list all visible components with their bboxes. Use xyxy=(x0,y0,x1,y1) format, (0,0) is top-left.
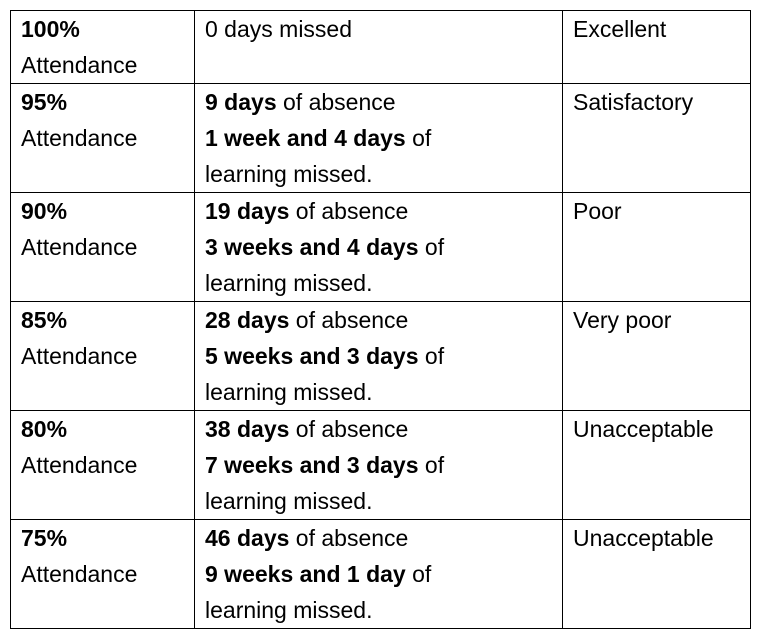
absence-cell: 19 days of absence 3 weeks and 4 days of… xyxy=(194,192,563,302)
table-row: 95% Attendance 9 days of absence 1 week … xyxy=(10,83,751,193)
rating-cell: Very poor xyxy=(562,301,751,411)
absence-cell: 0 days missed xyxy=(194,10,563,84)
days-absence-line: 46 days of absence xyxy=(205,520,554,556)
attendance-label: Attendance xyxy=(21,125,138,151)
weeks-missed-count: 9 weeks and 1 day xyxy=(205,561,406,587)
days-absence-line: 19 days of absence xyxy=(205,193,554,229)
days-absence-count: 38 days xyxy=(205,416,290,442)
weeks-missed-suffix: of xyxy=(418,343,445,369)
rating-text: Satisfactory xyxy=(573,89,694,115)
rating-cell: Poor xyxy=(562,192,751,302)
attendance-table: 100% Attendance 0 days missed Excellent … xyxy=(10,10,751,629)
attendance-label: Attendance xyxy=(21,234,138,260)
rating-text: Unacceptable xyxy=(573,416,714,442)
attendance-cell: 90% Attendance xyxy=(10,192,195,302)
weeks-missed-count: 1 week and 4 days xyxy=(205,125,406,151)
rating-cell: Excellent xyxy=(562,10,751,84)
rating-cell: Satisfactory xyxy=(562,83,751,193)
attendance-label: Attendance xyxy=(21,343,138,369)
days-absence-count: 28 days xyxy=(205,307,290,333)
weeks-missed-line: 7 weeks and 3 days of xyxy=(205,447,554,483)
attendance-cell: 85% Attendance xyxy=(10,301,195,411)
table-row: 75% Attendance 46 days of absence 9 week… xyxy=(10,519,751,629)
rating-text: Excellent xyxy=(573,16,667,42)
weeks-missed-suffix: of xyxy=(418,234,445,260)
learning-missed-text: learning missed. xyxy=(205,161,373,187)
days-absence-count: 19 days xyxy=(205,198,290,224)
weeks-missed-count: 7 weeks and 3 days xyxy=(205,452,419,478)
attendance-cell: 75% Attendance xyxy=(10,519,195,629)
attendance-label: Attendance xyxy=(21,452,138,478)
rating-text: Poor xyxy=(573,198,622,224)
days-absence-suffix: of absence xyxy=(289,307,409,333)
days-absence-suffix: of absence xyxy=(289,525,409,551)
learning-missed-text: learning missed. xyxy=(205,597,373,623)
attendance-percent: 90% xyxy=(21,198,68,224)
days-absence-line: 38 days of absence xyxy=(205,411,554,447)
attendance-percent: 100% xyxy=(21,16,80,42)
attendance-label: Attendance xyxy=(21,52,138,78)
weeks-missed-line: 1 week and 4 days of xyxy=(205,120,554,156)
attendance-percent: 80% xyxy=(21,416,68,442)
learning-missed-text: learning missed. xyxy=(205,488,373,514)
rating-text: Very poor xyxy=(573,307,672,333)
weeks-missed-line: 3 weeks and 4 days of xyxy=(205,229,554,265)
weeks-missed-suffix: of xyxy=(405,125,432,151)
rating-cell: Unacceptable xyxy=(562,519,751,629)
days-absence-count: 9 days xyxy=(205,89,277,115)
weeks-missed-count: 3 weeks and 4 days xyxy=(205,234,419,260)
absence-cell: 38 days of absence 7 weeks and 3 days of… xyxy=(194,410,563,520)
attendance-percent: 75% xyxy=(21,525,68,551)
table-row: 80% Attendance 38 days of absence 7 week… xyxy=(10,410,751,520)
attendance-cell: 100% Attendance xyxy=(10,10,195,84)
weeks-missed-line: 9 weeks and 1 day of xyxy=(205,556,554,592)
attendance-cell: 95% Attendance xyxy=(10,83,195,193)
days-absence-line: 9 days of absence xyxy=(205,84,554,120)
days-absence-line: 28 days of absence xyxy=(205,302,554,338)
days-absence-suffix: of absence xyxy=(289,416,409,442)
learning-missed-text: learning missed. xyxy=(205,270,373,296)
days-missed-text: 0 days missed xyxy=(205,16,353,42)
attendance-cell: 80% Attendance xyxy=(10,410,195,520)
attendance-label: Attendance xyxy=(21,561,138,587)
attendance-percent: 85% xyxy=(21,307,68,333)
rating-text: Unacceptable xyxy=(573,525,714,551)
days-absence-count: 46 days xyxy=(205,525,290,551)
days-absence-suffix: of absence xyxy=(276,89,396,115)
table-row: 85% Attendance 28 days of absence 5 week… xyxy=(10,301,751,411)
rating-cell: Unacceptable xyxy=(562,410,751,520)
weeks-missed-line: 5 weeks and 3 days of xyxy=(205,338,554,374)
attendance-percent: 95% xyxy=(21,89,68,115)
learning-missed-text: learning missed. xyxy=(205,379,373,405)
absence-cell: 28 days of absence 5 weeks and 3 days of… xyxy=(194,301,563,411)
days-absence-suffix: of absence xyxy=(289,198,409,224)
absence-cell: 9 days of absence 1 week and 4 days of l… xyxy=(194,83,563,193)
table-row: 90% Attendance 19 days of absence 3 week… xyxy=(10,192,751,302)
absence-cell: 46 days of absence 9 weeks and 1 day of … xyxy=(194,519,563,629)
weeks-missed-count: 5 weeks and 3 days xyxy=(205,343,419,369)
weeks-missed-suffix: of xyxy=(405,561,432,587)
weeks-missed-suffix: of xyxy=(418,452,445,478)
table-row: 100% Attendance 0 days missed Excellent xyxy=(10,10,751,84)
